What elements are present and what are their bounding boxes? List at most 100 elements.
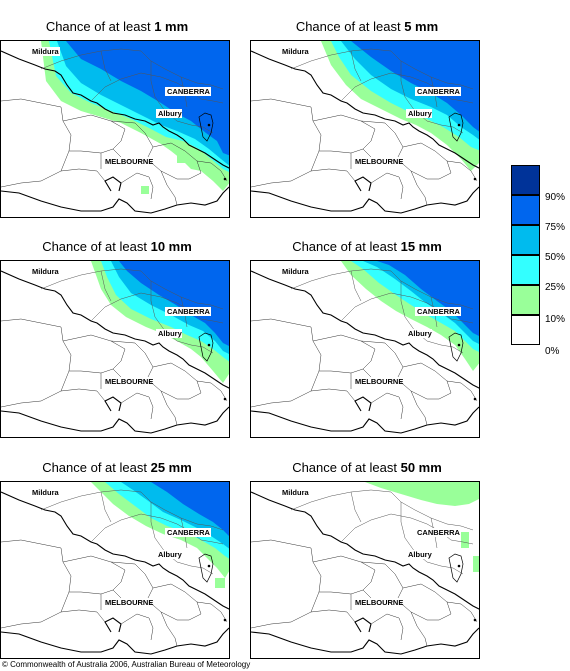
city-marker-canberra [457, 343, 461, 347]
district-border [40, 48, 142, 70]
state-border [1, 50, 229, 169]
city-label-bg [280, 488, 310, 497]
district-border [350, 50, 362, 82]
rain-probability-region [177, 149, 191, 163]
district-border [1, 539, 72, 629]
coastal-marker [223, 397, 227, 401]
district-border [290, 48, 392, 70]
rain-probability-map: Mildura CANBERRA Albury MELBOURNE [0, 260, 230, 438]
state-border [251, 270, 479, 389]
coastal-marker [223, 177, 227, 181]
city-label-bg [406, 109, 432, 118]
city-label-bg [165, 528, 211, 537]
district-border [410, 611, 428, 647]
legend-swatch-25 [511, 255, 540, 285]
city-label-melbourne: MELBOURNE [355, 157, 403, 166]
district-border [446, 160, 478, 182]
rain-probability-region [215, 578, 225, 588]
district-border [120, 172, 154, 200]
city-label-melbourne: MELBOURNE [105, 157, 153, 166]
city-label-bg [165, 307, 211, 316]
city-marker-canberra [207, 343, 211, 347]
panel-title: Chance of at least 25 mm [42, 460, 192, 475]
panel-title: Chance of at least 10 mm [42, 239, 192, 254]
city-label-bg [415, 87, 461, 96]
city-label-bg [165, 87, 211, 96]
rain-probability-map: Mildura CANBERRA Albury MELBOURNE [250, 260, 480, 438]
district-border [120, 613, 154, 641]
city-label-bg [156, 109, 182, 118]
act-border [448, 112, 464, 142]
district-border [100, 491, 112, 523]
district-border [310, 168, 356, 182]
district-border [446, 601, 478, 623]
district-border [400, 502, 464, 575]
legend-swatch-0 [511, 315, 540, 345]
probability-legend: 90% 75% 50% 25% 10% 0% [511, 165, 570, 357]
district-border [146, 362, 202, 400]
city-label-bg [415, 307, 461, 316]
city-label-bg [103, 598, 149, 607]
district-border [370, 392, 404, 420]
city-label-canberra: CANBERRA [167, 307, 211, 316]
district-border [160, 390, 178, 426]
state-border [1, 186, 229, 214]
city-label-bg [30, 47, 60, 56]
legend-swatch-75 [511, 195, 540, 225]
city-label-mildura: Mildura [282, 47, 309, 56]
panel-title: Chance of at least 15 mm [292, 239, 442, 254]
district-border [290, 489, 392, 511]
city-label-mildura: Mildura [32, 47, 59, 56]
city-label-melbourne: MELBOURNE [355, 377, 403, 386]
city-label-bg [415, 528, 461, 537]
city-label-mildura: Mildura [32, 267, 59, 276]
state-border [251, 50, 479, 169]
state-border [1, 270, 229, 389]
district-border [251, 98, 322, 188]
copyright-notice: © Commonwealth of Australia 2006, Austra… [2, 660, 251, 669]
district-border [340, 72, 474, 104]
district-border [120, 392, 154, 420]
state-border [1, 406, 229, 434]
city-label-bg [103, 157, 149, 166]
act-border [448, 332, 464, 362]
city-label-melbourne: MELBOURNE [355, 598, 403, 607]
city-label-melbourne: MELBOURNE [105, 377, 153, 386]
city-label-albury: Albury [408, 109, 433, 118]
city-label-canberra: CANBERRA [167, 528, 211, 537]
district-border [312, 334, 376, 374]
coastal-marker [223, 618, 227, 622]
city-label-bg [156, 329, 182, 338]
rain-probability-region [461, 532, 469, 548]
district-border [251, 318, 322, 408]
legend-label-10: 10% [545, 314, 566, 325]
panel-title: Chance of at least 50 mm [292, 460, 442, 475]
city-label-mildura: Mildura [282, 267, 309, 276]
district-border [290, 268, 392, 290]
city-label-bg [30, 267, 60, 276]
rain-probability-region [141, 186, 149, 194]
district-border [62, 334, 126, 374]
district-border [396, 142, 452, 180]
city-label-canberra: CANBERRA [167, 87, 211, 96]
rain-probability-region [365, 482, 479, 506]
state-border [251, 186, 479, 214]
city-label-bg [406, 329, 432, 338]
rain-probability-region [351, 41, 479, 132]
state-border [104, 396, 122, 412]
city-label-bg [280, 47, 310, 56]
act-border [448, 553, 464, 583]
legend-label-90: 90% [545, 192, 566, 203]
act-border [198, 553, 214, 583]
city-label-albury: Albury [158, 109, 183, 118]
district-border [312, 555, 376, 595]
district-border [1, 318, 72, 408]
city-label-canberra: CANBERRA [417, 87, 461, 96]
city-label-bg [30, 488, 60, 497]
district-border [340, 513, 474, 545]
district-border [370, 172, 404, 200]
state-border [1, 627, 229, 655]
act-border [198, 332, 214, 362]
coastal-marker [473, 397, 477, 401]
district-border [410, 170, 428, 206]
